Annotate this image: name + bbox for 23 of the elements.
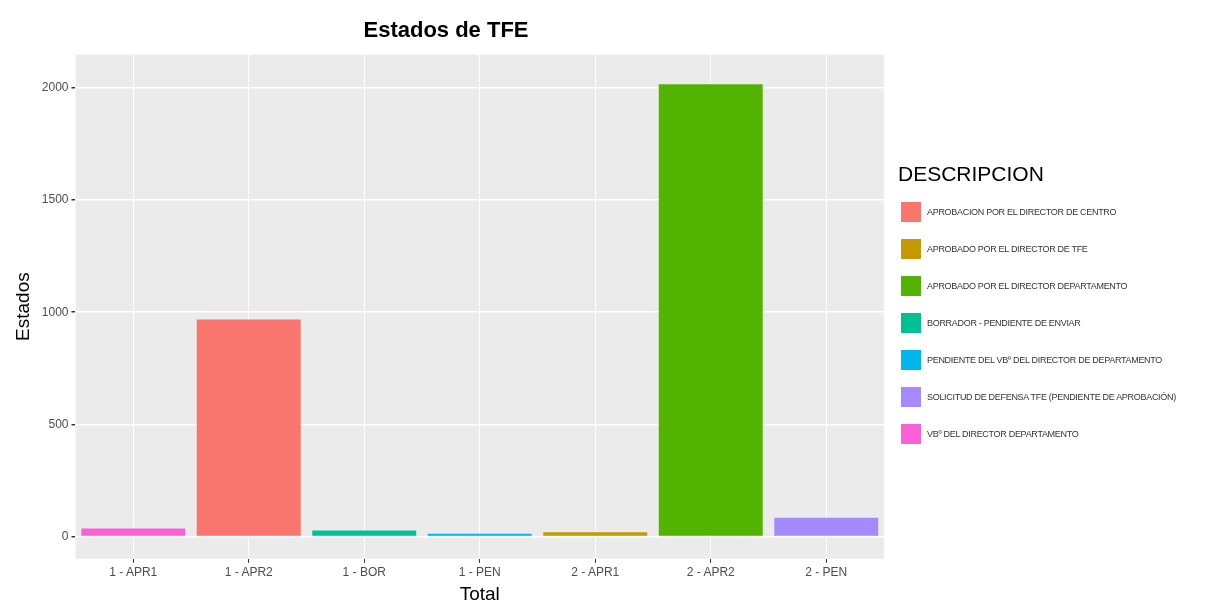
y-tick-label: 0 xyxy=(61,528,69,543)
y-tick-label: 500 xyxy=(48,416,69,431)
chart-title: Estados de TFE xyxy=(363,17,529,43)
y-tick-label: 1500 xyxy=(41,192,69,207)
x-tick-label: 2 - APR2 xyxy=(686,565,736,580)
y-tick-label: 2000 xyxy=(41,80,69,95)
x-tick-label: 1 - BOR xyxy=(342,565,387,580)
legend-label: VBº DEL DIRECTOR DEPARTAMENTO xyxy=(927,429,1079,439)
legend-label: PENDIENTE DEL VBº DEL DIRECTOR DE DEPARTAMENTO xyxy=(927,355,1163,365)
legend-label: APROBACION POR EL DIRECTOR DE CENTRO xyxy=(927,207,1117,217)
legend-label: APROBADO POR EL DIRECTOR DE TFE xyxy=(927,244,1088,254)
x-tick-label: 1 - PEN xyxy=(458,565,501,580)
x-tick-label: 1 - APR1 xyxy=(109,565,158,580)
legend-label: APROBADO POR EL DIRECTOR DEPARTAMENTO xyxy=(927,281,1128,291)
y-tick-label: 1000 xyxy=(41,304,69,319)
legend-label: SOLICITUD DE DEFENSA TFE (PENDIENTE DE APROBACIÓN) xyxy=(927,392,1176,402)
x-tick-label: 1 - APR2 xyxy=(224,565,274,580)
legend-title: DESCRIPCION xyxy=(898,161,1045,186)
legend-label: BORRADOR - PENDIENTE DE ENVIAR xyxy=(927,318,1081,328)
x-tick-label: 2 - PEN xyxy=(805,565,848,580)
y-axis-title: Estados xyxy=(11,272,33,341)
x-tick-label: 2 - APR1 xyxy=(571,565,620,580)
x-axis-title: Total xyxy=(459,582,500,604)
